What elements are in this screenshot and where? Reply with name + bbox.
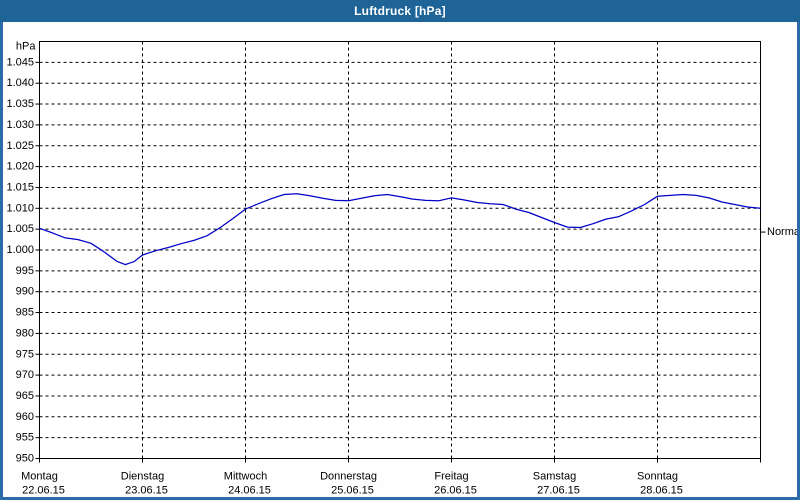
y-tick-label: 1.020 <box>6 161 34 173</box>
y-tick-label: 950 <box>16 453 34 465</box>
y-tick-label: 1.040 <box>6 77 34 89</box>
pressure-series-line <box>39 193 761 266</box>
y-tick-label: 960 <box>16 411 34 423</box>
y-tick-label: 995 <box>16 265 34 277</box>
y-tick-label: 1.045 <box>6 56 34 68</box>
y-tick-label: 955 <box>16 432 34 444</box>
y-tick-label: 985 <box>16 307 34 319</box>
x-day-label: Freitag <box>434 471 468 483</box>
x-date-label: 25.06.15 <box>331 485 374 497</box>
y-tick-label: 970 <box>16 369 34 381</box>
x-date-label: 26.06.15 <box>434 485 477 497</box>
y-tick-label: 1.000 <box>6 244 34 256</box>
chart-canvas: 1.045 1.040 1.035 1.030 1.025 1.020 1.015 1.010… <box>6 41 800 497</box>
x-date-label: 28.06.15 <box>640 485 683 497</box>
x-day-label: Donnerstag <box>320 471 377 483</box>
y-tick-label: 965 <box>16 390 34 402</box>
y-tick-label: 975 <box>16 348 34 360</box>
y-tick-label: 1.005 <box>6 223 34 235</box>
x-date-label: 22.06.15 <box>22 485 65 497</box>
window-title: Luftdruck [hPa] <box>354 4 446 18</box>
y-tick-label: 990 <box>16 286 34 298</box>
plot-frame <box>39 41 761 459</box>
y-tick-label: 1.015 <box>6 181 34 193</box>
y-tick-label: 1.010 <box>6 202 34 214</box>
title-bar: Luftdruck [hPa] <box>0 0 800 22</box>
x-date-label: 24.06.15 <box>228 485 271 497</box>
pressure-chart: 1.045 1.040 1.035 1.030 1.025 1.020 1.015 1.010… <box>3 22 800 497</box>
y-tick-label: 980 <box>16 327 34 339</box>
x-date-label: 27.06.15 <box>537 485 580 497</box>
x-day-label: Samstag <box>533 471 576 483</box>
x-day-label: Sonntag <box>637 471 678 483</box>
y-axis-unit-label: hPa <box>16 41 36 53</box>
normal-label: Normal <box>767 226 797 238</box>
y-tick-label: 1.035 <box>6 98 34 110</box>
x-date-label: 23.06.15 <box>125 485 168 497</box>
y-tick-label: 1.030 <box>6 119 34 131</box>
x-day-label: Dienstag <box>121 471 164 483</box>
x-day-label: Mittwoch <box>224 471 267 483</box>
x-day-label: Montag <box>21 471 58 483</box>
y-tick-label: 1.025 <box>6 140 34 152</box>
